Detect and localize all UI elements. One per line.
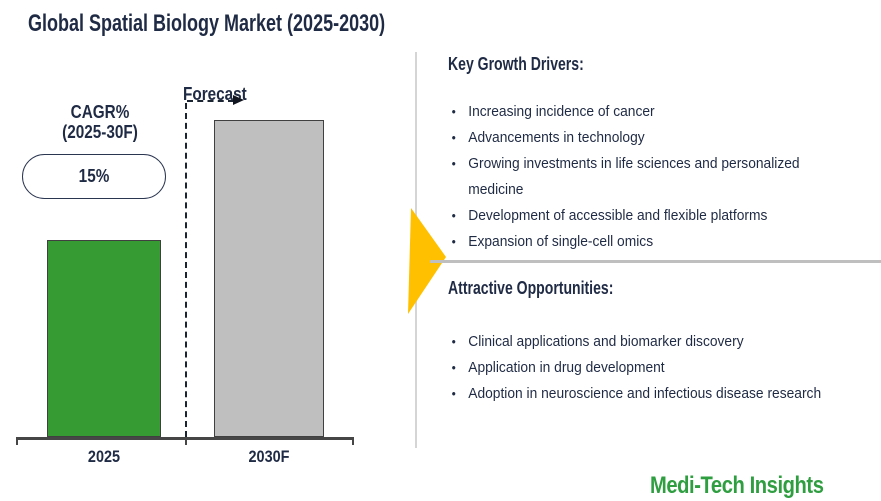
bullet-dot-icon: • xyxy=(451,360,456,375)
bullet-dot-icon: • xyxy=(451,156,456,171)
heading-key-growth-drivers: Key Growth Drivers: xyxy=(448,54,584,74)
x-label-2030f: 2030F xyxy=(248,447,290,466)
forecast-label: Forecast xyxy=(183,84,247,104)
bullet-text: Application in drug development xyxy=(468,359,665,376)
cagr-label-line1: CAGR% xyxy=(70,102,130,122)
forecast-dashed-connector xyxy=(187,100,234,102)
bullet-dot-icon: • xyxy=(451,104,456,119)
forecast-dashed-divider xyxy=(185,103,187,437)
bullet-item: • Increasing incidence of cancer xyxy=(448,99,834,125)
bullet-item: • Development of accessible and flexible … xyxy=(448,203,834,229)
bullet-item: • Application in drug development xyxy=(448,355,834,381)
bullet-item: • Expansion of single-cell omics xyxy=(448,229,834,255)
bullet-dot-icon: • xyxy=(451,208,456,223)
right-arrow-icon xyxy=(408,208,446,314)
bullet-dot-icon: • xyxy=(451,130,456,145)
axis-tick-middle xyxy=(185,439,187,445)
axis-tick-right xyxy=(352,439,354,445)
x-label-2025: 2025 xyxy=(87,447,121,466)
bullet-dot-icon: • xyxy=(451,334,456,349)
cagr-value: 15% xyxy=(78,166,110,186)
bullet-dot-icon: • xyxy=(451,386,456,401)
bullet-item: • Growing investments in life sciences an… xyxy=(448,151,834,203)
heading-attractive-opportunities: Attractive Opportunities: xyxy=(448,278,614,298)
forecast-arrowhead-icon xyxy=(233,95,244,105)
brand-logo: Medi-Tech Insights xyxy=(650,472,824,499)
attractive-opportunities-list: • Clinical applications and biomarker dis… xyxy=(448,329,834,407)
bar-2030f xyxy=(214,120,324,437)
bullet-text: Development of accessible and flexible p… xyxy=(468,207,768,224)
bullet-text: Expansion of single-cell omics xyxy=(468,233,654,250)
page-title: Global Spatial Biology Market (2025-2030… xyxy=(28,10,386,37)
cagr-label-line2: (2025-30F) xyxy=(62,122,138,142)
axis-tick-left xyxy=(16,439,18,445)
bullet-dot-icon: • xyxy=(451,234,456,249)
bullet-text: Increasing incidence of cancer xyxy=(468,103,655,120)
bullet-text: Advancements in technology xyxy=(468,129,645,146)
bullet-text: Growing investments in life sciences and… xyxy=(468,155,800,198)
bar-2025 xyxy=(47,240,161,437)
x-axis-line xyxy=(16,437,354,440)
cagr-badge: 15% xyxy=(22,154,166,199)
bullet-item: • Clinical applications and biomarker dis… xyxy=(448,329,834,355)
bullet-item: • Adoption in neuroscience and infectious… xyxy=(448,381,834,407)
bullet-text: Clinical applications and biomarker disc… xyxy=(468,333,744,350)
bullet-item: • Advancements in technology xyxy=(448,125,834,151)
key-growth-drivers-list: • Increasing incidence of cancer • Advancem… xyxy=(448,99,834,255)
cagr-label: CAGR% (2025-30F) xyxy=(41,102,160,142)
bullet-text: Adoption in neuroscience and infectious … xyxy=(468,385,822,402)
section-divider xyxy=(430,260,881,263)
